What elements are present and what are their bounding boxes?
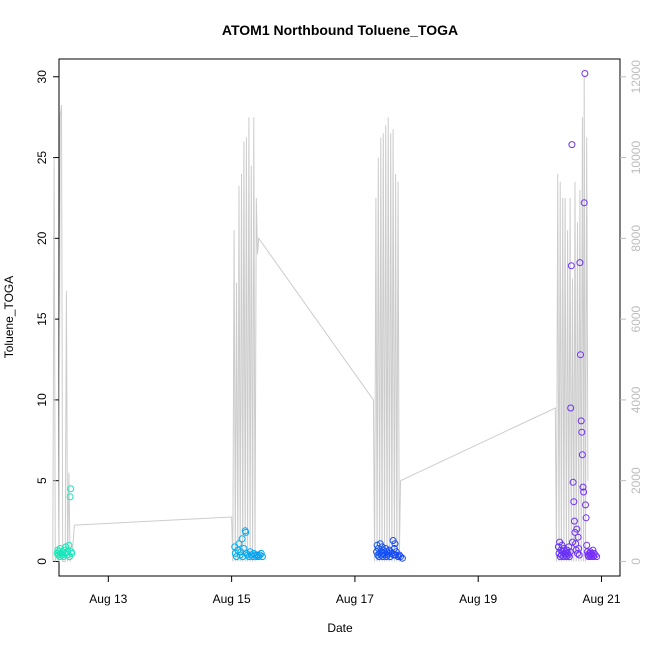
y-axis-left: 0 5 10 15 20 25 30 [35, 70, 59, 565]
data-point-113 [575, 545, 583, 552]
y-left-tick-label-1: 5 [35, 477, 49, 484]
data-point-72 [390, 545, 398, 552]
data-point-42 [254, 551, 261, 559]
data-point-117 [577, 417, 585, 425]
data-point-18 [67, 485, 75, 493]
data-point-102 [568, 141, 576, 149]
y-axis-right: 0 2000 4000 6000 8000 10000 12000 [620, 60, 643, 565]
data-point-121 [580, 488, 588, 496]
data-point-135 [588, 551, 596, 559]
data-point-97 [565, 543, 573, 551]
data-point-76 [394, 553, 402, 561]
data-point-122 [580, 199, 588, 207]
plot-frame [58, 58, 621, 577]
x-tick-label-4: Aug 21 [582, 592, 620, 606]
data-point-137 [590, 553, 597, 561]
data-point-98 [565, 553, 573, 561]
data-point-17 [66, 493, 74, 501]
data-point-61 [382, 545, 390, 552]
y-right-tick-label-2: 4000 [629, 386, 643, 413]
data-point-100 [567, 404, 575, 412]
data-point-20 [68, 549, 76, 557]
y-axis-label: Toluene_TOGA [2, 276, 16, 359]
y-right-tick-label-1: 2000 [629, 467, 643, 494]
chart-title: ATOM1 Northbound Toluene_TOGA [222, 22, 458, 38]
data-point-101 [567, 262, 575, 270]
y-right-tick-label-3: 6000 [629, 305, 643, 332]
line-layer [52, 76, 589, 562]
data-point-123 [581, 70, 589, 77]
data-point-79 [398, 554, 406, 562]
data-point-120 [579, 483, 587, 491]
data-point-99 [566, 548, 574, 556]
y-left-tick-label-4: 20 [35, 231, 49, 245]
data-point-25 [235, 540, 243, 548]
y-left-tick-label-2: 10 [35, 393, 49, 407]
y-right-tick-label-0: 0 [629, 558, 643, 565]
data-point-118 [578, 428, 586, 436]
y-left-tick-label-0: 0 [35, 558, 49, 565]
data-point-45 [257, 549, 265, 557]
data-point-107 [571, 528, 579, 536]
data-point-57 [379, 553, 387, 561]
data-point-65 [385, 549, 393, 557]
y-right-tick-label-6: 12000 [629, 60, 643, 94]
y-left-tick-label-5: 25 [35, 151, 49, 165]
x-tick-label-3: Aug 19 [459, 592, 497, 606]
point-layer [53, 70, 601, 562]
data-point-73 [391, 540, 399, 548]
data-point-78 [397, 553, 404, 561]
data-point-125 [582, 514, 590, 522]
data-point-46 [258, 553, 266, 561]
secondary-trace-line [52, 76, 589, 562]
data-point-93 [562, 553, 570, 561]
data-point-104 [569, 478, 577, 486]
x-axis-label: Date [327, 621, 353, 635]
data-point-56 [378, 543, 386, 551]
y-right-tick-label-5: 10000 [629, 141, 643, 175]
data-point-14 [64, 548, 72, 556]
y-left-tick-label-3: 15 [35, 312, 49, 326]
data-point-111 [574, 549, 581, 557]
data-point-15 [65, 541, 73, 549]
data-point-119 [578, 451, 586, 459]
data-point-112 [574, 533, 582, 541]
x-axis: Aug 13 Aug 15 Aug 17 Aug 19 Aug 21 [89, 576, 621, 606]
data-point-115 [576, 259, 584, 267]
x-tick-label-0: Aug 13 [89, 592, 127, 606]
data-point-32 [242, 528, 250, 536]
data-point-106 [570, 517, 578, 525]
data-point-139 [591, 551, 599, 559]
data-point-140 [593, 553, 601, 561]
data-point-124 [582, 501, 589, 509]
data-point-105 [570, 498, 578, 506]
y-left-tick-label-6: 30 [35, 70, 49, 84]
data-point-28 [238, 535, 246, 543]
data-point-126 [583, 541, 591, 549]
data-point-40 [251, 551, 259, 559]
data-point-110 [573, 525, 581, 533]
x-tick-label-1: Aug 15 [213, 592, 251, 606]
y-right-tick-label-4: 8000 [629, 225, 643, 252]
data-point-114 [575, 551, 583, 559]
data-point-116 [577, 351, 584, 359]
x-tick-label-2: Aug 17 [336, 592, 374, 606]
